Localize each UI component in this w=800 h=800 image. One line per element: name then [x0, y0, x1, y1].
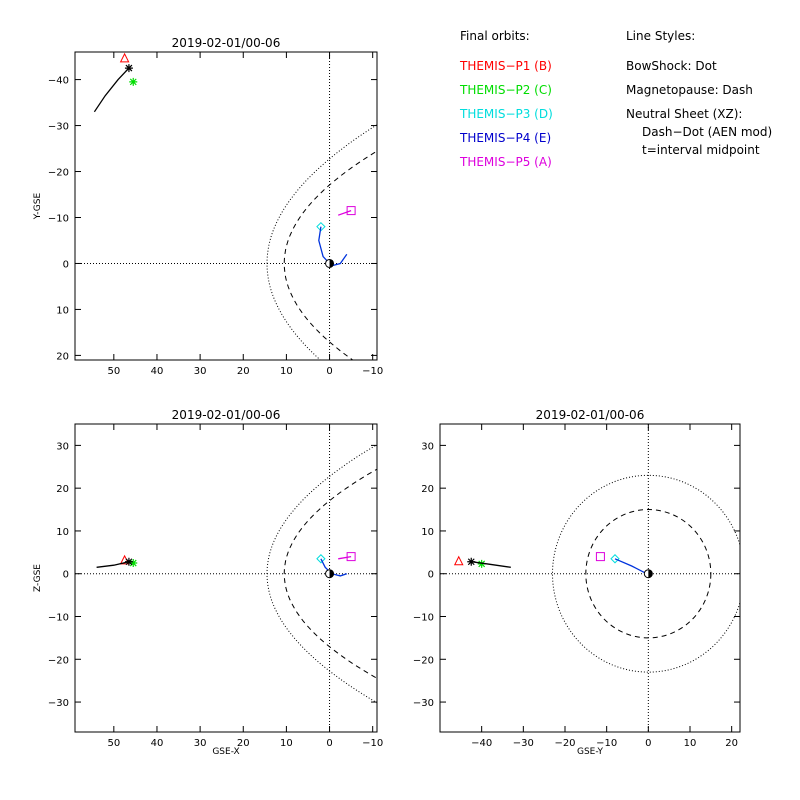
orbit-p3-marker [316, 554, 326, 564]
y-tick-label: 10 [56, 305, 69, 316]
y-tick-label: −20 [413, 655, 434, 666]
x-tick-label: 0 [326, 738, 332, 749]
orbit-black-track [471, 561, 511, 568]
panel-title: 2019-02-01/00-06 [536, 408, 645, 422]
x-tick-label: 40 [151, 366, 164, 377]
orbit-p2-marker [129, 77, 138, 86]
y-tick-label: 30 [421, 441, 434, 452]
legend-probe-p5: THEMIS−P5 (A) [459, 155, 552, 169]
y-tick-label: −30 [48, 122, 69, 133]
magnetopause-curve [283, 468, 377, 679]
y-axis-label: Z-GSE [33, 564, 43, 592]
y-axis-label: Y-GSE [33, 193, 43, 221]
orbit-p3-marker [610, 554, 620, 564]
x-tick-label: 20 [237, 738, 250, 749]
orbit-p2-marker [477, 559, 486, 568]
x-axis-label: GSE-Y [577, 747, 604, 757]
legend-probe-p1: THEMIS−P1 (B) [459, 59, 552, 73]
earth-night-side [648, 569, 653, 578]
legend-style-neutral-sheet: Neutral Sheet (XZ): [626, 107, 742, 121]
y-tick-label: 0 [63, 259, 69, 270]
magnetopause-curve [585, 509, 712, 639]
plot-frame [439, 423, 741, 733]
plot-frame [74, 423, 378, 733]
plot-frame [74, 51, 378, 361]
orbit-p4-track [614, 558, 649, 575]
earth-night-side [329, 569, 334, 578]
x-tick-label: 30 [194, 738, 207, 749]
xz-panel: 50 40 30 20 10 0 −10 −30 −20 −10 0 10 20 30 2019-02-01… [33, 408, 383, 757]
x-tick-label: −40 [471, 738, 492, 749]
y-tick-label: 20 [56, 484, 69, 495]
earth-night-side [329, 259, 334, 268]
plot-area [75, 52, 377, 360]
orbit-p1-marker [119, 52, 130, 63]
orbit-p2-marker [129, 559, 138, 568]
orbit-p5-marker [595, 552, 605, 562]
y-tick-label: 0 [63, 570, 69, 581]
orbit-p5-marker [346, 206, 356, 216]
y-tick-label: −10 [48, 213, 69, 224]
orbit-p4-track [318, 226, 348, 267]
y-tick-label: 10 [421, 527, 434, 538]
x-tick-label: 30 [194, 366, 207, 377]
x-tick-label: 20 [237, 366, 250, 377]
x-tick-label: 50 [107, 738, 120, 749]
y-tick-label: −20 [48, 655, 69, 666]
x-tick-label: 10 [684, 738, 697, 749]
legend-probe-p4: THEMIS−P4 (E) [459, 131, 551, 145]
yz-panel: −40 −30 −20 −10 0 10 20 −30 −20 −10 0 10 20 30 2019-02… [413, 408, 741, 757]
x-tick-label: 40 [151, 738, 164, 749]
y-tick-label: 20 [421, 484, 434, 495]
orbit-black-track [93, 67, 130, 113]
y-tick-label: −10 [413, 613, 434, 624]
legend-probe-p3: THEMIS−P3 (D) [459, 107, 553, 121]
orbit-black-marker [467, 557, 476, 566]
x-tick-label: 10 [280, 738, 293, 749]
y-tick-label: −20 [48, 168, 69, 179]
x-tick-label: 20 [725, 738, 738, 749]
legend-orbits-title: Final orbits: [460, 29, 530, 43]
legend-styles-title: Line Styles: [626, 29, 695, 43]
legend-style-bowshock: BowShock: Dot [626, 59, 717, 73]
orbit-black-track [96, 561, 130, 568]
orbit-p5-marker [346, 552, 356, 562]
legend-probe-p2: THEMIS−P2 (C) [459, 83, 552, 97]
bowshock-curve [266, 124, 377, 360]
orbit-p1-marker [453, 555, 464, 566]
x-tick-label: 10 [280, 366, 293, 377]
y-tick-label: 20 [56, 351, 69, 362]
y-tick-label: 10 [56, 527, 69, 538]
bowshock-curve [552, 474, 740, 673]
panel-title: 2019-02-01/00-06 [172, 408, 281, 422]
y-tick-label: −10 [48, 613, 69, 624]
x-tick-label: 0 [645, 738, 651, 749]
x-tick-label: −10 [596, 738, 617, 749]
bowshock-curve [266, 444, 377, 704]
orbit-p5-track [337, 209, 352, 216]
y-tick-label: −40 [48, 76, 69, 87]
x-tick-label: −10 [362, 738, 383, 749]
x-tick-label: 50 [107, 366, 120, 377]
y-tick-label: 30 [56, 441, 69, 452]
x-tick-label: 0 [326, 366, 332, 377]
plot-area [440, 424, 740, 732]
x-tick-label: −30 [513, 738, 534, 749]
panel-title: 2019-02-01/00-06 [172, 36, 281, 50]
y-tick-label: −30 [413, 698, 434, 709]
y-tick-label: −30 [48, 698, 69, 709]
legend-style-midpoint: t=interval midpoint [642, 143, 760, 157]
orbit-p5-track [338, 555, 352, 560]
orbit-black-marker [124, 557, 133, 566]
orbit-black-marker [124, 64, 133, 73]
legend-style-magnetopause: Magnetopause: Dash [626, 83, 753, 97]
x-tick-label: −20 [554, 738, 575, 749]
x-tick-label: −10 [362, 366, 383, 377]
xy-panel: 50 40 30 20 10 0 −10 −40 −30 −20 −10 0 10 20 2019-02-0… [33, 36, 383, 377]
y-tick-label: 0 [428, 570, 434, 581]
x-axis-label: GSE-X [212, 747, 239, 757]
legend-style-dash-dot: Dash−Dot (AEN mod) [642, 125, 772, 139]
